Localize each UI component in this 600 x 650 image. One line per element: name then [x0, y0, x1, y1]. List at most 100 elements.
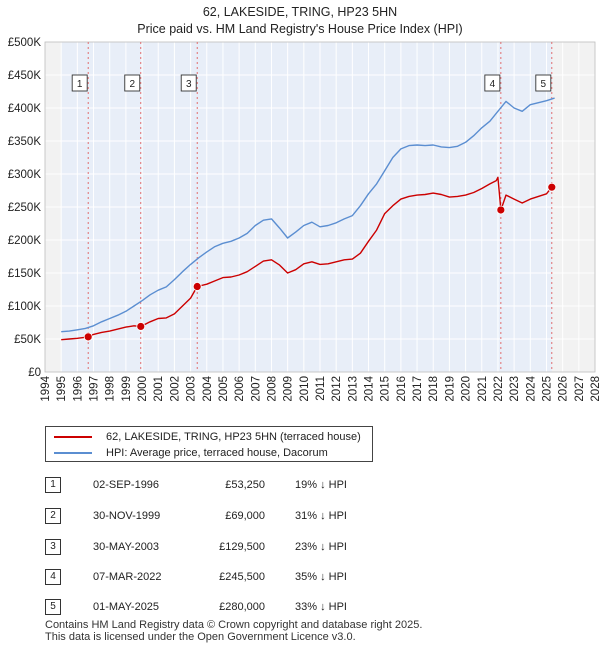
- table-row: 4 07-MAR-2022 £245,500 35% ↓ HPI: [45, 567, 585, 587]
- legend-swatch-property: [54, 436, 92, 438]
- chart-title: 62, LAKESIDE, TRING, HP23 5HN: [203, 5, 397, 19]
- price-chart: 62, LAKESIDE, TRING, HP23 5HN Price paid…: [8, 5, 600, 402]
- transaction-hpi-diff: 23% ↓ HPI: [295, 541, 347, 553]
- legend-item-property: 62, LAKESIDE, TRING, HP23 5HN (terraced …: [54, 429, 361, 445]
- transaction-marker-label: 4: [490, 79, 496, 90]
- transaction-marker-label: 1: [77, 79, 83, 90]
- transaction-number: 3: [45, 539, 61, 555]
- x-tick-label: 2028: [590, 376, 600, 402]
- x-tick-label: 2027: [574, 376, 586, 402]
- y-tick-label: £450K: [8, 70, 42, 82]
- transaction-number: 1: [45, 477, 61, 493]
- transaction-marker-label: 5: [541, 79, 547, 90]
- x-tick-label: 2012: [331, 376, 343, 402]
- transaction-point: [496, 205, 506, 215]
- x-tick-label: 2003: [186, 376, 198, 402]
- transaction-marker-box: [535, 74, 552, 92]
- transaction-marker-label: 2: [129, 79, 135, 90]
- table-row: 1 02-SEP-1996 £53,250 19% ↓ HPI: [45, 475, 585, 495]
- transaction-date: 07-MAR-2022: [93, 571, 162, 583]
- footer-license: This data is licensed under the Open Gov…: [45, 631, 356, 643]
- y-tick-label: £350K: [8, 136, 42, 148]
- x-tick-label: 2011: [315, 376, 327, 401]
- x-tick-label: 2023: [509, 376, 521, 402]
- transaction-date: 30-NOV-1999: [93, 510, 161, 522]
- transaction-marker-box: [71, 74, 88, 92]
- y-tick-label: £250K: [8, 202, 42, 214]
- table-row: 3 30-MAY-2003 £129,500 23% ↓ HPI: [45, 537, 585, 557]
- y-tick-label: £50K: [14, 334, 41, 346]
- x-tick-label: 2015: [380, 376, 392, 402]
- chart-subtitle: Price paid vs. HM Land Registry's House …: [137, 22, 462, 36]
- x-tick-label: 1995: [56, 376, 68, 402]
- x-tick-label: 2016: [396, 376, 408, 402]
- transaction-point: [192, 282, 202, 291]
- x-tick-label: 2014: [364, 375, 376, 401]
- y-tick-label: £400K: [8, 103, 42, 115]
- x-tick-label: 2005: [218, 376, 230, 402]
- y-tick-label: £500K: [8, 37, 42, 49]
- legend-label-property: 62, LAKESIDE, TRING, HP23 5HN (terraced …: [106, 431, 361, 443]
- transaction-price: £53,250: [225, 479, 265, 491]
- x-tick-label: 2017: [412, 376, 424, 402]
- transaction-marker-label: 3: [186, 79, 192, 90]
- transaction-price: £245,500: [219, 571, 265, 583]
- transaction-hpi-diff: 35% ↓ HPI: [295, 571, 347, 583]
- y-tick-label: £100K: [8, 301, 42, 313]
- transaction-point: [136, 322, 146, 331]
- y-tick-label: £150K: [8, 268, 42, 280]
- x-tick-label: 2026: [558, 376, 570, 402]
- x-tick-label: 2009: [283, 376, 295, 402]
- footer-copyright: Contains HM Land Registry data © Crown c…: [45, 619, 423, 631]
- transaction-point: [83, 332, 93, 342]
- transaction-price: £280,000: [219, 601, 265, 613]
- transaction-marker-box: [180, 74, 197, 92]
- x-tick-label: 2004: [202, 375, 214, 401]
- transaction-number: 5: [45, 599, 61, 615]
- legend: 62, LAKESIDE, TRING, HP23 5HN (terraced …: [45, 426, 373, 462]
- plot-border: [44, 41, 596, 373]
- x-tick-label: 2020: [461, 376, 473, 402]
- x-tick-label: 1998: [105, 376, 117, 402]
- x-tick-label: 2025: [541, 376, 553, 402]
- table-row: 5 01-MAY-2025 £280,000 33% ↓ HPI: [45, 597, 585, 617]
- y-tick-label: £300K: [8, 169, 42, 181]
- transaction-hpi-diff: 31% ↓ HPI: [295, 510, 347, 522]
- table-row: 2 30-NOV-1999 £69,000 31% ↓ HPI: [45, 506, 585, 526]
- x-tick-label: 2013: [347, 376, 359, 402]
- x-tick-label: 2019: [444, 376, 456, 402]
- y-tick-label: £0: [28, 367, 41, 379]
- transaction-hpi-diff: 19% ↓ HPI: [295, 479, 347, 491]
- transaction-marker-box: [124, 74, 141, 92]
- x-tick-label: 2022: [493, 376, 505, 402]
- x-tick-label: 2010: [299, 376, 311, 402]
- transaction-date: 01-MAY-2025: [93, 601, 160, 613]
- legend-swatch-hpi: [54, 452, 92, 454]
- x-tick-label: 1999: [121, 376, 133, 402]
- x-tick-label: 2001: [153, 376, 165, 402]
- x-tick-label: 2018: [428, 376, 440, 402]
- footer: Contains HM Land Registry data © Crown c…: [45, 619, 422, 643]
- transaction-marker-box: [484, 74, 501, 92]
- y-tick-label: £200K: [8, 235, 42, 247]
- transaction-point: [547, 182, 557, 192]
- x-tick-label: 2007: [250, 376, 262, 402]
- x-tick-label: 1996: [72, 376, 84, 402]
- transaction-number: 2: [45, 508, 61, 524]
- property-price-line: [61, 176, 553, 341]
- transaction-price: £129,500: [219, 541, 265, 553]
- transaction-hpi-diff: 33% ↓ HPI: [295, 601, 347, 613]
- transaction-date: 30-MAY-2003: [93, 541, 160, 553]
- x-tick-label: 2002: [169, 376, 181, 402]
- x-tick-label: 2021: [477, 376, 489, 402]
- legend-item-hpi: HPI: Average price, terraced house, Daco…: [54, 445, 328, 461]
- x-tick-label: 2006: [234, 376, 246, 402]
- transaction-number: 4: [45, 569, 61, 585]
- legend-label-hpi: HPI: Average price, terraced house, Daco…: [106, 447, 328, 459]
- transaction-date: 02-SEP-1996: [93, 479, 160, 491]
- x-tick-label: 1997: [89, 376, 101, 402]
- transaction-price: £69,000: [225, 510, 265, 522]
- hpi-line: [61, 97, 555, 333]
- x-tick-label: 1994: [40, 375, 52, 401]
- x-tick-label: 2000: [137, 376, 149, 402]
